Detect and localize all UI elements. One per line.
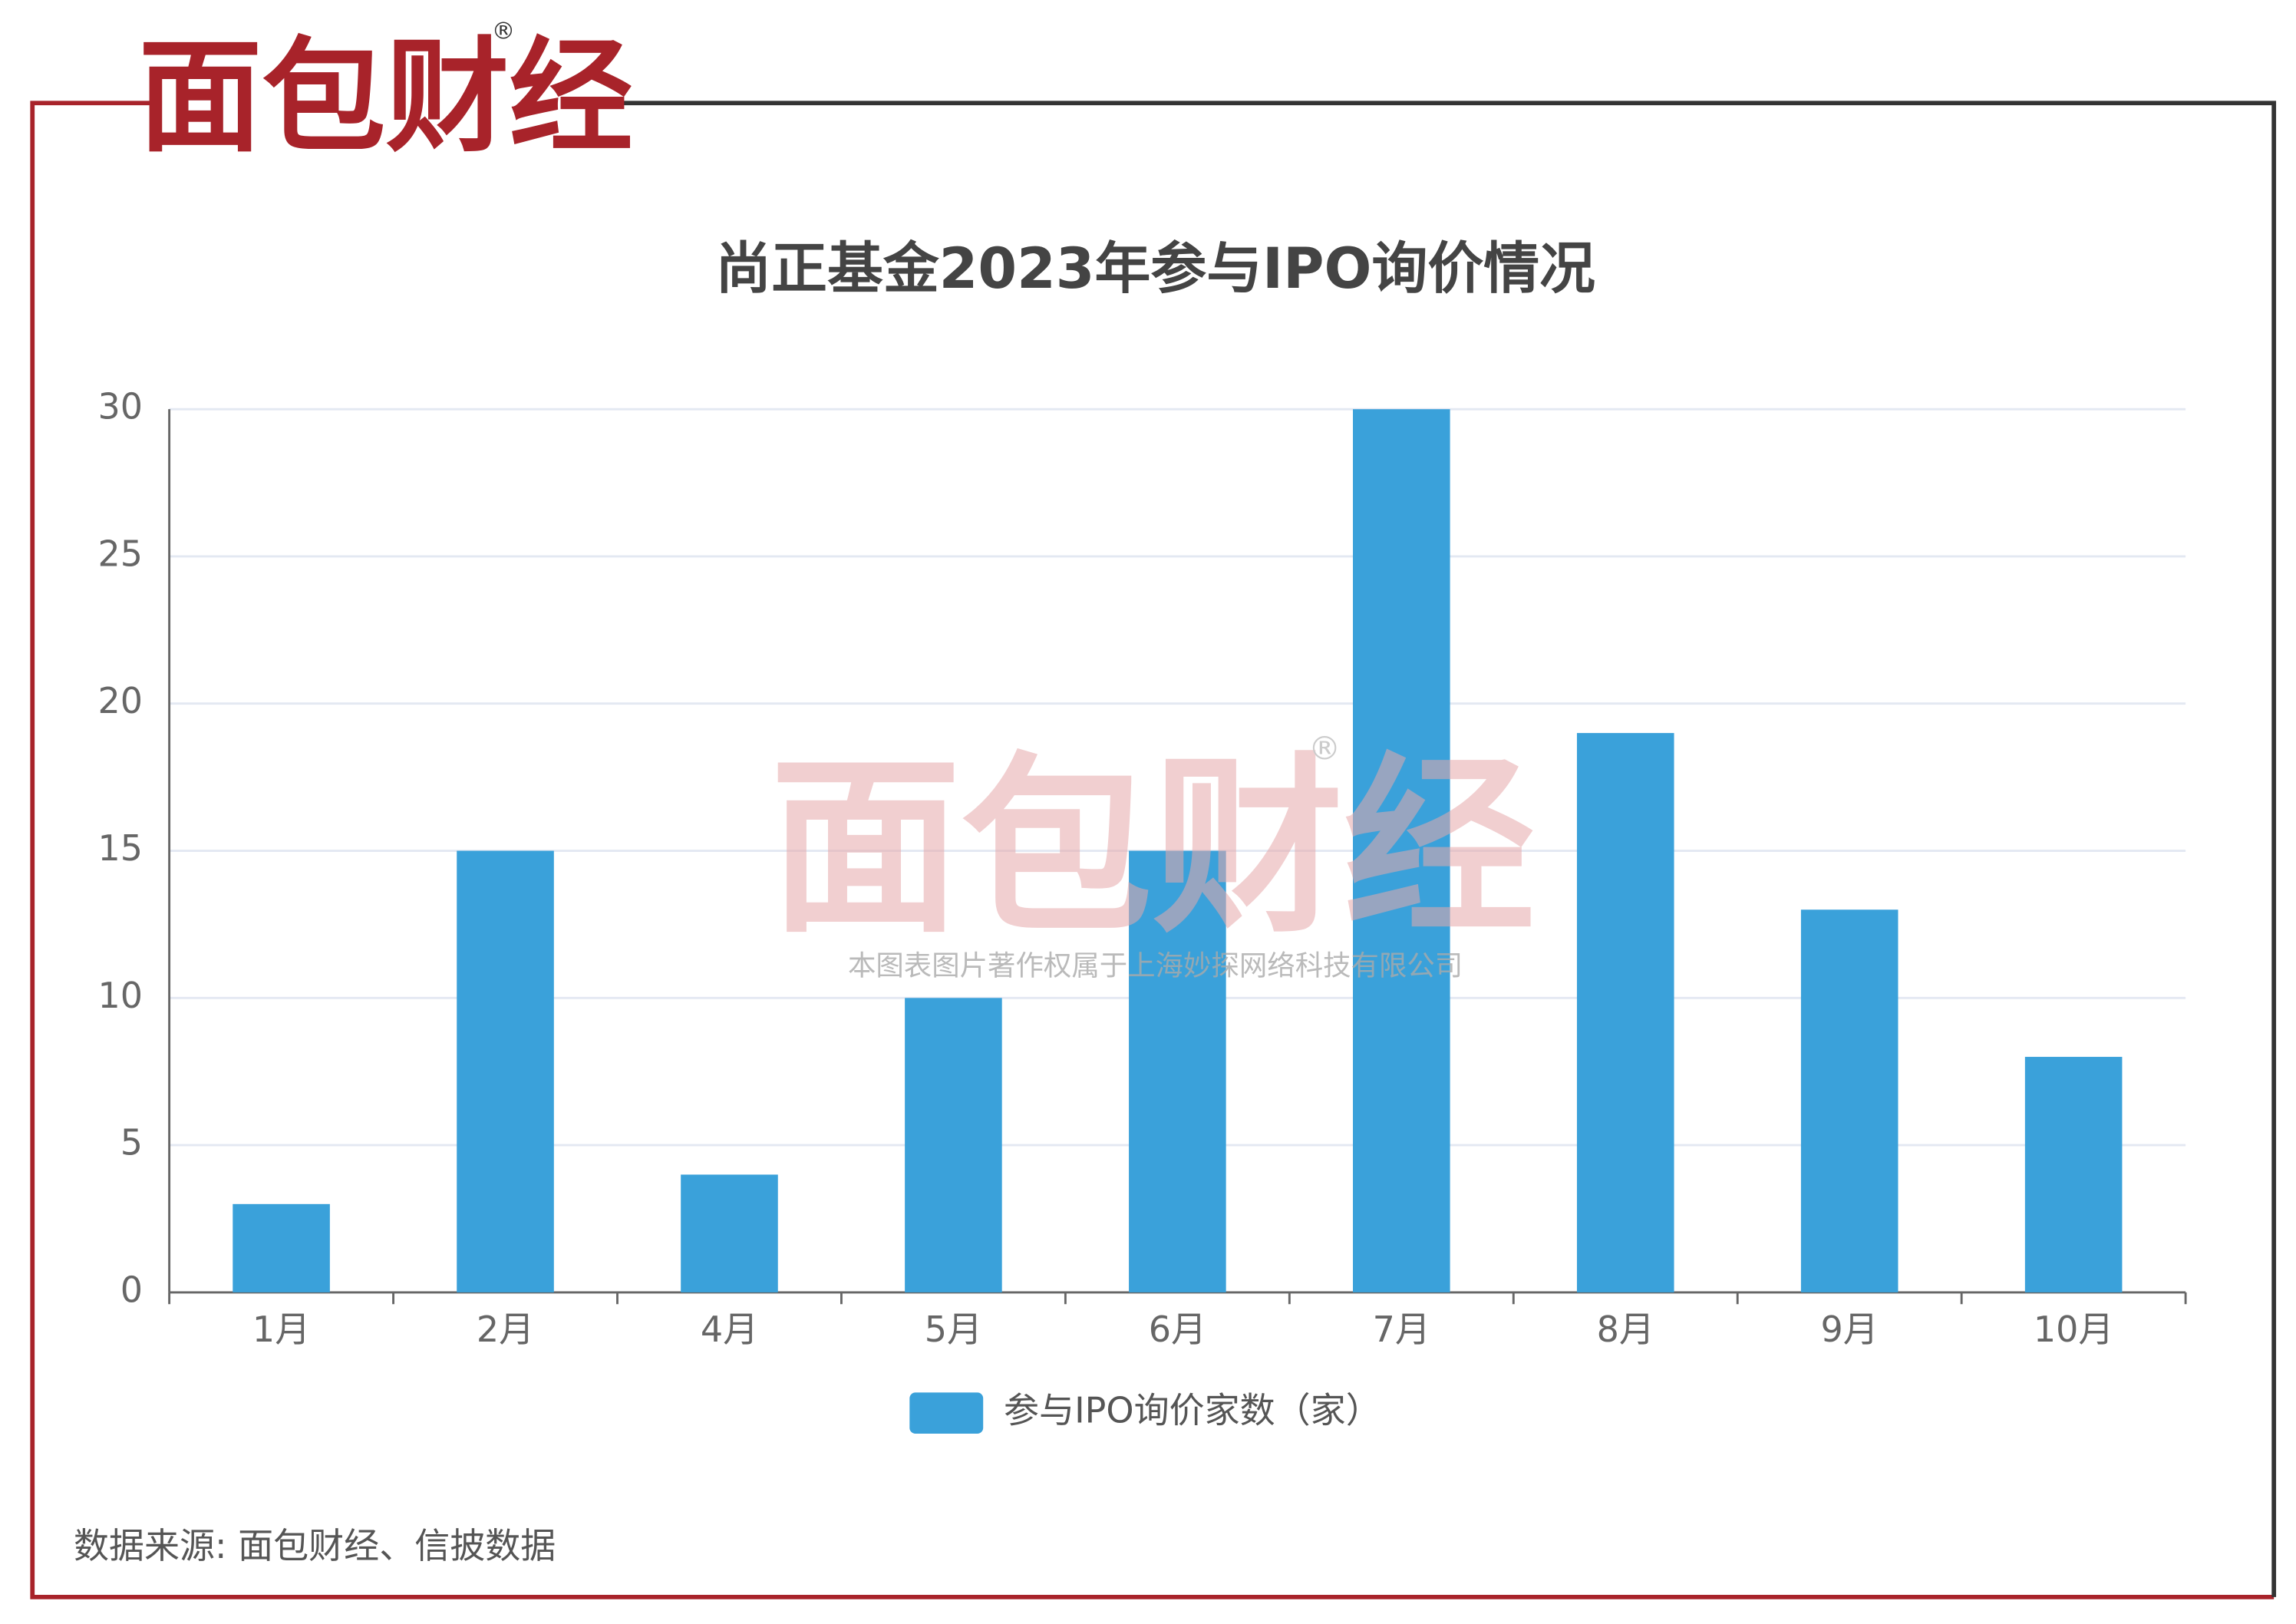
source: 数据来源: 面包财经、信披数据 [74, 1525, 556, 1566]
x-tick-label: 4月 [701, 1309, 758, 1350]
y-tick-label: 5 [120, 1122, 143, 1164]
legend-swatch [909, 1392, 984, 1434]
bar [905, 998, 1002, 1292]
x-tick-label: 7月 [1373, 1309, 1430, 1350]
bar [457, 850, 554, 1292]
watermark-mark: ® [1308, 730, 1341, 767]
legend-label: 参与IPO询价家数（家） [1004, 1390, 1381, 1431]
x-tick-label: 1月 [252, 1309, 310, 1350]
frame-dark [618, 101, 2277, 1597]
watermark: 面包财经 [770, 736, 1535, 959]
x-tick-label: 6月 [1149, 1309, 1206, 1350]
bar [1576, 733, 1674, 1292]
y-tick-label: 25 [98, 533, 144, 574]
frame-red [30, 101, 2275, 1599]
bar [681, 1174, 778, 1292]
y-tick-label: 20 [98, 680, 144, 721]
plot: 0 5 10 15 20 25 30 1月 2月 4月 5月 6月 7月 8月 9月 10月参与IPO询价家数… [98, 386, 2187, 1434]
bar [1129, 850, 1226, 1292]
logo: 面包财经 [138, 25, 632, 169]
bar [2024, 1057, 2123, 1292]
chart-title: 尚正基金2023年参与IPO询价情况 [715, 236, 1595, 302]
logo-mark: ® [492, 18, 516, 45]
watermark-note: 本图表图片著作权属于上海妙探网络科技有限公司 [848, 949, 1463, 982]
x-tick-label: 2月 [477, 1309, 534, 1350]
x-tick-label: 10月 [2034, 1309, 2114, 1350]
x-tick-label: 8月 [1597, 1309, 1654, 1350]
bar [1353, 409, 1450, 1292]
y-tick-label: 15 [98, 827, 144, 869]
x-tick-label: 9月 [1821, 1309, 1879, 1350]
bar [1800, 909, 1898, 1292]
y-tick-label: 30 [98, 386, 144, 427]
bar [233, 1203, 330, 1292]
y-tick-label: 0 [120, 1269, 143, 1310]
y-tick-label: 10 [98, 975, 144, 1016]
x-tick-label: 5月 [925, 1309, 982, 1350]
